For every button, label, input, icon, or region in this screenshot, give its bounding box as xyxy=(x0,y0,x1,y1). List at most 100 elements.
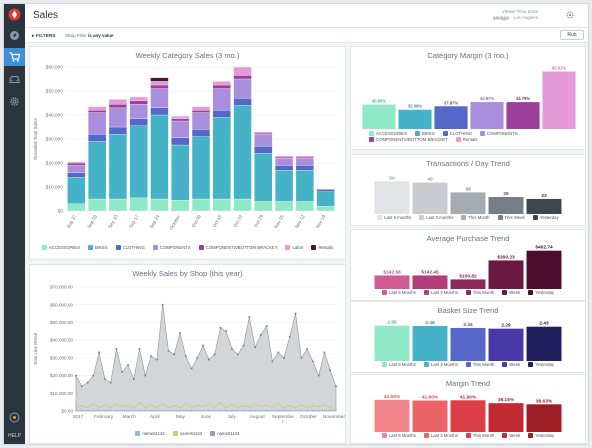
run-button[interactable]: Run xyxy=(560,30,584,40)
legend-item[interactable]: Yesterday xyxy=(528,362,554,367)
legend-item[interactable]: Last 3 Months xyxy=(423,362,458,367)
x-tick-label: Aug 27 xyxy=(66,214,78,229)
timezone-value[interactable]: America - Los Angeles xyxy=(492,15,538,20)
legend-item[interactable]: This Month xyxy=(465,433,494,438)
legend-item[interactable]: COMPONENTS/BOTTOM BRACKET xyxy=(369,137,448,142)
data-point xyxy=(132,409,135,412)
legend-item[interactable]: Last 3 Months xyxy=(423,433,458,438)
bar-segment xyxy=(67,203,86,212)
settings-gear-icon[interactable] xyxy=(566,11,574,19)
data-point xyxy=(190,409,193,412)
legend-swatch xyxy=(369,131,374,136)
bar-segment xyxy=(274,170,294,202)
help-label[interactable]: HELP xyxy=(7,433,22,439)
legend-item[interactable]: Last 6 Months xyxy=(381,362,416,367)
legend-label: Last 6 months xyxy=(384,215,412,220)
legend-item[interactable]: COMPONENTS xyxy=(152,245,191,250)
data-label: 23 xyxy=(541,193,547,199)
legend-item[interactable]: Last 3 months xyxy=(419,215,453,220)
legend-item[interactable]: Labor xyxy=(285,245,303,250)
data-label: 2.50 xyxy=(387,320,397,326)
gear-icon[interactable] xyxy=(4,92,25,110)
legend-label: COMPONENTS xyxy=(159,245,191,250)
data-label: 40.65% xyxy=(372,99,386,104)
data-point xyxy=(225,406,228,409)
legend-item[interactable]: Yesterday xyxy=(528,433,554,438)
data-point xyxy=(231,348,233,350)
legend-label: Week xyxy=(509,290,521,295)
bar xyxy=(450,279,486,289)
bar-segment xyxy=(108,104,128,108)
legend-item[interactable]: This Week xyxy=(497,215,525,220)
legend-item[interactable]: Last 6 months xyxy=(377,215,411,220)
margin-trend-chart: 42.55% 41.60% 41.96% 38.16% 36.63% xyxy=(374,394,562,432)
chart-legend: name51142 name51143 name51144 xyxy=(30,431,345,436)
legend-label: BIKES xyxy=(95,245,108,250)
legend-item[interactable]: Yesterday xyxy=(528,290,554,295)
data-label: 95.81% xyxy=(552,66,566,71)
legend-item[interactable]: Last 6 Months xyxy=(381,290,416,295)
data-point xyxy=(196,404,199,407)
legend-item[interactable]: COMPONENTS xyxy=(479,131,518,136)
bar-segment xyxy=(171,200,190,212)
legend-item[interactable]: ACCESSORIES xyxy=(41,245,80,250)
legend-label: Last 6 Months xyxy=(388,433,416,438)
cart-icon[interactable] xyxy=(4,48,25,66)
legend-item[interactable]: This Month xyxy=(461,215,490,220)
legend-item[interactable]: COMPONENTS/BOTTOM BRACKET xyxy=(198,245,277,250)
legend-item[interactable]: name51142 xyxy=(135,431,165,436)
legend-item[interactable]: Week xyxy=(502,433,520,438)
legend-swatch xyxy=(377,215,383,220)
filter-summary[interactable]: Shop Filter is any value xyxy=(65,33,114,38)
data-point xyxy=(242,404,245,407)
y-tick-label: $20,000 xyxy=(46,161,64,167)
legend-item[interactable]: This Month xyxy=(465,290,494,295)
legend-item[interactable]: BIKES xyxy=(415,131,435,136)
x-tick-label: October xyxy=(169,214,182,231)
data-point xyxy=(144,374,147,377)
data-point xyxy=(306,348,309,350)
data-point xyxy=(335,385,337,388)
data-point xyxy=(184,409,187,412)
legend-item[interactable]: Week xyxy=(502,290,520,295)
data-point xyxy=(219,326,222,329)
legend-item[interactable]: CLOTHING xyxy=(442,131,472,136)
legend-item[interactable]: This Month xyxy=(465,362,494,367)
y-tick-label: $60,000 xyxy=(46,65,64,71)
logo-icon[interactable] xyxy=(8,8,21,21)
x-tick-label: Septembe xyxy=(272,414,294,420)
legend-item[interactable]: BIKES xyxy=(88,245,108,250)
car-icon[interactable] xyxy=(4,70,25,88)
legend-item[interactable]: Last 6 Months xyxy=(381,433,416,438)
data-label: 33 xyxy=(465,186,471,192)
legend-item[interactable]: Last 3 Months xyxy=(423,290,458,295)
legend-item[interactable]: name51143 xyxy=(172,431,202,436)
data-point xyxy=(312,404,314,407)
data-point xyxy=(150,355,153,358)
filters-toggle[interactable]: ▸ FILTERS xyxy=(32,33,56,38)
chart-legend: Last 6 Months Last 3 Months This Month Week… xyxy=(351,433,585,438)
margin-trend-panel: Margin Trend 42.55% 41.60% 41.96% 38.16% 36.… xyxy=(350,374,586,444)
chart-title: Basket Size Trend xyxy=(437,306,499,315)
bar-segment xyxy=(212,88,231,111)
legend-item[interactable]: ACCESSORIES xyxy=(369,131,407,136)
data-label: 32.09% xyxy=(408,104,422,109)
data-point xyxy=(306,409,308,412)
data-point xyxy=(103,378,106,381)
legend-item[interactable]: CLOTHING xyxy=(115,245,145,250)
bar-segment xyxy=(316,191,335,207)
legend-item[interactable]: Rentals xyxy=(311,245,333,250)
x-tick-label: Oct 29 xyxy=(253,214,264,229)
x-tick-label: Nov 05 xyxy=(273,214,285,229)
legend-item[interactable]: Week xyxy=(502,362,520,367)
legend-swatch xyxy=(198,245,204,250)
legend-item[interactable]: name51144 xyxy=(210,431,240,436)
help-icon[interactable] xyxy=(4,408,25,426)
bar xyxy=(450,192,486,214)
explore-icon[interactable] xyxy=(4,26,25,44)
legend-item[interactable]: Rentals xyxy=(455,137,478,142)
y-tick-label: $60,000.00 xyxy=(50,302,73,307)
legend-item[interactable]: Yesterday xyxy=(532,215,559,220)
legend-label: Rentals xyxy=(462,137,478,142)
data-label: $300.23 xyxy=(497,254,515,260)
